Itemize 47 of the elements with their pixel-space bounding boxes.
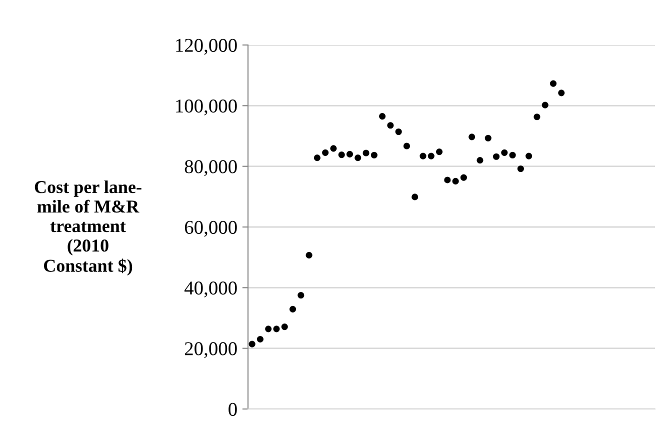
y-tick-label: 60,000 xyxy=(184,220,237,237)
y-tick-label: 40,000 xyxy=(184,281,237,298)
point xyxy=(298,292,304,299)
y-tick-label: 120,000 xyxy=(176,38,237,55)
y-tick-label: 20,000 xyxy=(184,342,237,358)
point xyxy=(436,148,443,156)
y-tick-label: 80,000 xyxy=(184,160,237,176)
point xyxy=(403,142,410,150)
point xyxy=(314,154,320,162)
point xyxy=(338,152,345,158)
point xyxy=(492,153,500,160)
point xyxy=(534,114,540,120)
point xyxy=(289,306,296,312)
point xyxy=(420,152,426,160)
point xyxy=(354,154,362,162)
point xyxy=(428,152,434,160)
point xyxy=(379,112,386,120)
y-axis-title: Cost per lane- mile of M&R treatment (2010 Constant $) xyxy=(34,180,142,276)
point xyxy=(542,102,548,108)
point xyxy=(452,178,459,184)
y-tick-label: 0 xyxy=(228,402,237,416)
point xyxy=(370,152,378,158)
point xyxy=(306,252,312,259)
point xyxy=(256,336,264,343)
point xyxy=(322,149,329,156)
point xyxy=(248,340,256,348)
point xyxy=(387,122,394,129)
point xyxy=(444,176,451,184)
point xyxy=(550,80,557,87)
point xyxy=(346,150,354,158)
point xyxy=(484,134,492,142)
point xyxy=(517,165,524,172)
point xyxy=(460,174,468,181)
point xyxy=(330,145,337,152)
point xyxy=(509,152,516,158)
point xyxy=(265,326,272,332)
point xyxy=(362,150,370,156)
y-tick-label: 100,000 xyxy=(176,99,237,116)
point xyxy=(273,326,280,332)
point xyxy=(501,149,508,156)
point xyxy=(526,152,532,160)
point xyxy=(468,134,476,140)
point xyxy=(558,90,565,96)
point xyxy=(281,324,288,330)
point xyxy=(395,128,402,136)
point xyxy=(476,156,484,164)
point xyxy=(412,194,418,200)
